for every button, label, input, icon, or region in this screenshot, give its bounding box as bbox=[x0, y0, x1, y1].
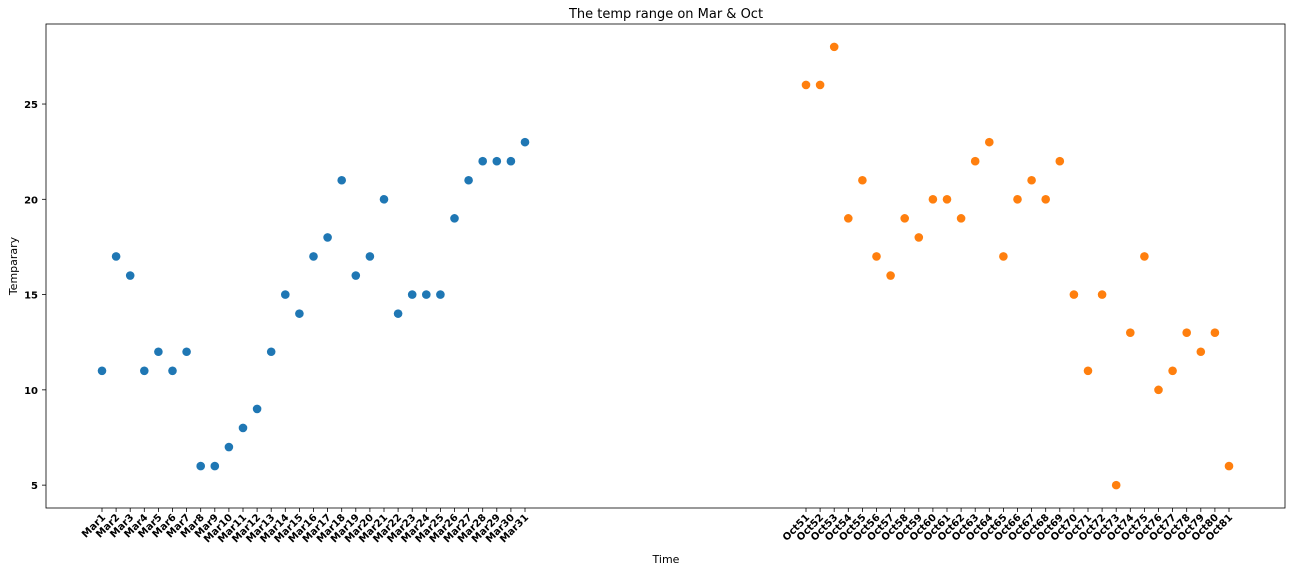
scatter-point bbox=[224, 442, 234, 452]
scatter-point bbox=[111, 252, 121, 261]
scatter-point bbox=[999, 252, 1008, 261]
y-tick-label: 20 bbox=[24, 195, 38, 206]
scatter-point bbox=[1140, 252, 1149, 261]
scatter-point bbox=[238, 423, 248, 433]
scatter-point bbox=[97, 366, 107, 376]
scatter-point bbox=[323, 233, 332, 242]
scatter-point bbox=[829, 42, 839, 52]
scatter-point bbox=[844, 214, 853, 223]
scatter-point bbox=[393, 309, 403, 318]
scatter-point bbox=[252, 404, 262, 414]
scatter-point bbox=[309, 252, 318, 261]
scatter-point bbox=[478, 156, 488, 166]
chart-title: The temp range on Mar & Oct bbox=[568, 7, 763, 22]
scatter-point bbox=[1154, 385, 1163, 395]
scatter-point bbox=[379, 195, 389, 204]
scatter-point bbox=[210, 461, 220, 471]
scatter-point bbox=[351, 271, 361, 280]
scatter-point bbox=[266, 347, 276, 357]
scatter-point bbox=[140, 366, 149, 376]
scatter-point bbox=[168, 366, 177, 376]
x-axis: Mar1Mar2Mar3Mar4Mar5Mar6Mar7Mar8Mar9Mar1… bbox=[80, 508, 1235, 545]
scatter-point bbox=[492, 156, 502, 166]
scatter-point bbox=[942, 195, 952, 204]
scatter-point bbox=[1168, 366, 1177, 376]
y-axis-label: Temparary bbox=[7, 236, 20, 296]
y-axis: 5 10 15 20 25 bbox=[24, 100, 46, 492]
scatter-point bbox=[154, 347, 163, 357]
scatter-point bbox=[886, 271, 895, 280]
scatter-point bbox=[1224, 461, 1234, 471]
scatter-point bbox=[520, 137, 530, 147]
scatter-point bbox=[1013, 195, 1022, 204]
scatter-point bbox=[815, 80, 825, 90]
plot-frame bbox=[45, 23, 1286, 509]
scatter-point bbox=[914, 233, 924, 242]
scatter-point bbox=[125, 271, 135, 280]
scatter-point bbox=[1182, 328, 1191, 337]
scatter-point bbox=[928, 195, 938, 204]
scatter-point bbox=[196, 461, 205, 471]
scatter-point bbox=[422, 290, 431, 299]
scatter-point bbox=[1196, 347, 1206, 357]
scatter-point bbox=[1041, 195, 1050, 204]
scatter-point bbox=[1126, 328, 1135, 337]
y-tick-label: 15 bbox=[24, 291, 38, 302]
scatter-point bbox=[956, 214, 966, 223]
scatter-point bbox=[985, 137, 994, 147]
scatter-point bbox=[281, 290, 290, 299]
scatter-point bbox=[1111, 480, 1121, 490]
y-tick-label: 5 bbox=[31, 481, 38, 492]
scatter-point bbox=[1055, 156, 1065, 166]
scatter-point bbox=[1069, 290, 1079, 299]
scatter-point bbox=[295, 309, 304, 318]
y-tick-label: 25 bbox=[24, 100, 38, 111]
scatter-point bbox=[365, 252, 375, 261]
scatter-point bbox=[1097, 290, 1107, 299]
y-tick-label: 10 bbox=[24, 386, 38, 397]
scatter-point bbox=[1083, 366, 1093, 376]
scatter-point bbox=[1210, 328, 1220, 337]
scatter-point bbox=[337, 175, 347, 185]
data-points bbox=[97, 42, 1234, 490]
scatter-point bbox=[464, 175, 473, 185]
scatter-point bbox=[872, 252, 881, 261]
scatter-point bbox=[407, 290, 417, 299]
scatter-point bbox=[900, 214, 909, 223]
scatter-point bbox=[970, 156, 980, 166]
scatter-point bbox=[450, 214, 459, 223]
scatter-point bbox=[436, 290, 445, 299]
scatter-point bbox=[858, 175, 867, 185]
scatter-point bbox=[506, 156, 516, 166]
scatter-point bbox=[801, 80, 811, 90]
scatter-point bbox=[182, 347, 191, 357]
scatter-point bbox=[1027, 175, 1036, 185]
x-axis-label: Time bbox=[652, 553, 680, 566]
